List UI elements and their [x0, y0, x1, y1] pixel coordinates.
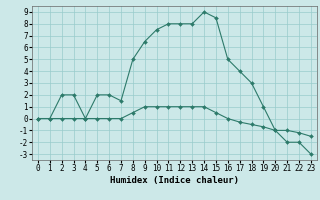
X-axis label: Humidex (Indice chaleur): Humidex (Indice chaleur): [110, 176, 239, 185]
